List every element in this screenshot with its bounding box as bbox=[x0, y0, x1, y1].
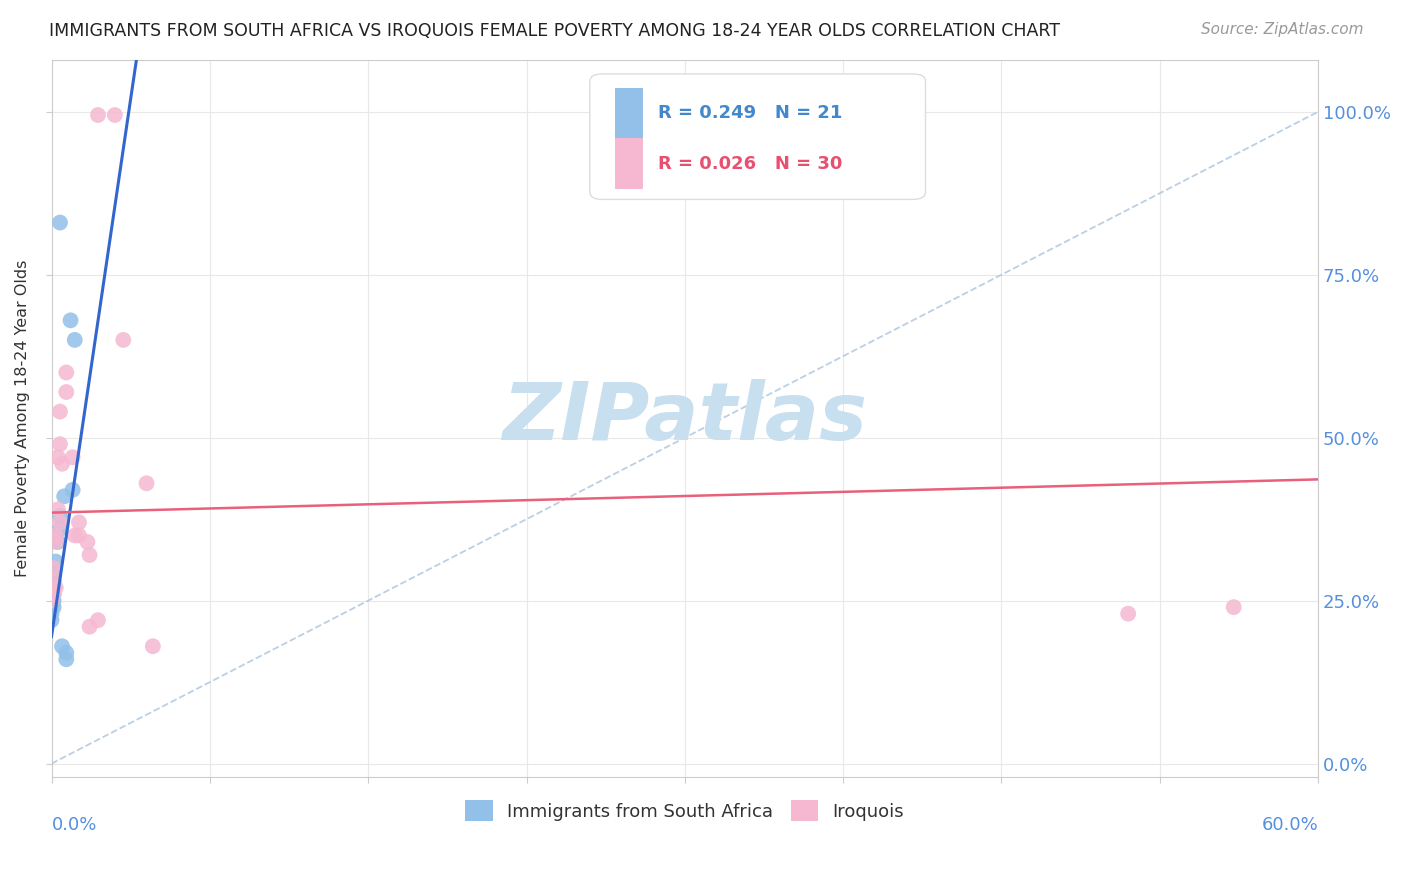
Point bbox=[41, 613, 63, 627]
Point bbox=[79, 620, 101, 634]
Point bbox=[49, 437, 72, 451]
Text: Source: ZipAtlas.com: Source: ZipAtlas.com bbox=[1201, 22, 1364, 37]
Point bbox=[62, 483, 84, 497]
Legend: Immigrants from South Africa, Iroquois: Immigrants from South Africa, Iroquois bbox=[458, 793, 911, 829]
Point bbox=[55, 646, 77, 660]
Point bbox=[45, 555, 67, 569]
Point bbox=[49, 216, 72, 230]
Point bbox=[142, 640, 165, 654]
Point bbox=[45, 535, 67, 549]
Text: IMMIGRANTS FROM SOUTH AFRICA VS IROQUOIS FEMALE POVERTY AMONG 18-24 YEAR OLDS CO: IMMIGRANTS FROM SOUTH AFRICA VS IROQUOIS… bbox=[49, 22, 1060, 40]
Point bbox=[45, 528, 67, 542]
Point bbox=[49, 508, 72, 523]
Point bbox=[59, 313, 82, 327]
Point bbox=[135, 476, 157, 491]
Point bbox=[46, 535, 69, 549]
Point bbox=[42, 574, 65, 588]
Point bbox=[55, 366, 77, 380]
Point bbox=[62, 450, 84, 465]
Point bbox=[1222, 600, 1244, 615]
Point bbox=[42, 581, 65, 595]
Point bbox=[49, 404, 72, 418]
Point bbox=[42, 587, 65, 601]
Point bbox=[49, 522, 72, 536]
Text: 60.0%: 60.0% bbox=[1261, 816, 1319, 834]
Point bbox=[55, 652, 77, 666]
Point bbox=[63, 528, 86, 542]
Point bbox=[46, 502, 69, 516]
Point bbox=[63, 333, 86, 347]
Point bbox=[51, 640, 73, 654]
Point bbox=[87, 613, 110, 627]
Point bbox=[45, 581, 67, 595]
Point bbox=[1116, 607, 1139, 621]
Y-axis label: Female Poverty Among 18-24 Year Olds: Female Poverty Among 18-24 Year Olds bbox=[15, 260, 30, 577]
Point bbox=[79, 548, 101, 562]
Point bbox=[42, 561, 65, 575]
Point bbox=[76, 535, 98, 549]
Point bbox=[53, 489, 76, 503]
Point bbox=[41, 600, 63, 615]
Point bbox=[51, 457, 73, 471]
Point bbox=[87, 108, 110, 122]
FancyBboxPatch shape bbox=[616, 88, 643, 138]
Point bbox=[42, 567, 65, 582]
Point bbox=[49, 516, 72, 530]
Point bbox=[104, 108, 127, 122]
Point bbox=[42, 593, 65, 607]
Text: R = 0.249   N = 21: R = 0.249 N = 21 bbox=[658, 104, 842, 122]
Point bbox=[41, 593, 63, 607]
FancyBboxPatch shape bbox=[616, 138, 643, 189]
Point bbox=[67, 516, 90, 530]
Text: 0.0%: 0.0% bbox=[52, 816, 97, 834]
Point bbox=[42, 600, 65, 615]
Point bbox=[41, 607, 63, 621]
Point bbox=[46, 450, 69, 465]
Point bbox=[42, 574, 65, 588]
Text: R = 0.026   N = 30: R = 0.026 N = 30 bbox=[658, 154, 842, 172]
Point bbox=[42, 587, 65, 601]
FancyBboxPatch shape bbox=[591, 74, 925, 200]
Text: ZIPatlas: ZIPatlas bbox=[502, 379, 868, 457]
Point bbox=[55, 385, 77, 400]
Point bbox=[112, 333, 135, 347]
Point bbox=[67, 528, 90, 542]
